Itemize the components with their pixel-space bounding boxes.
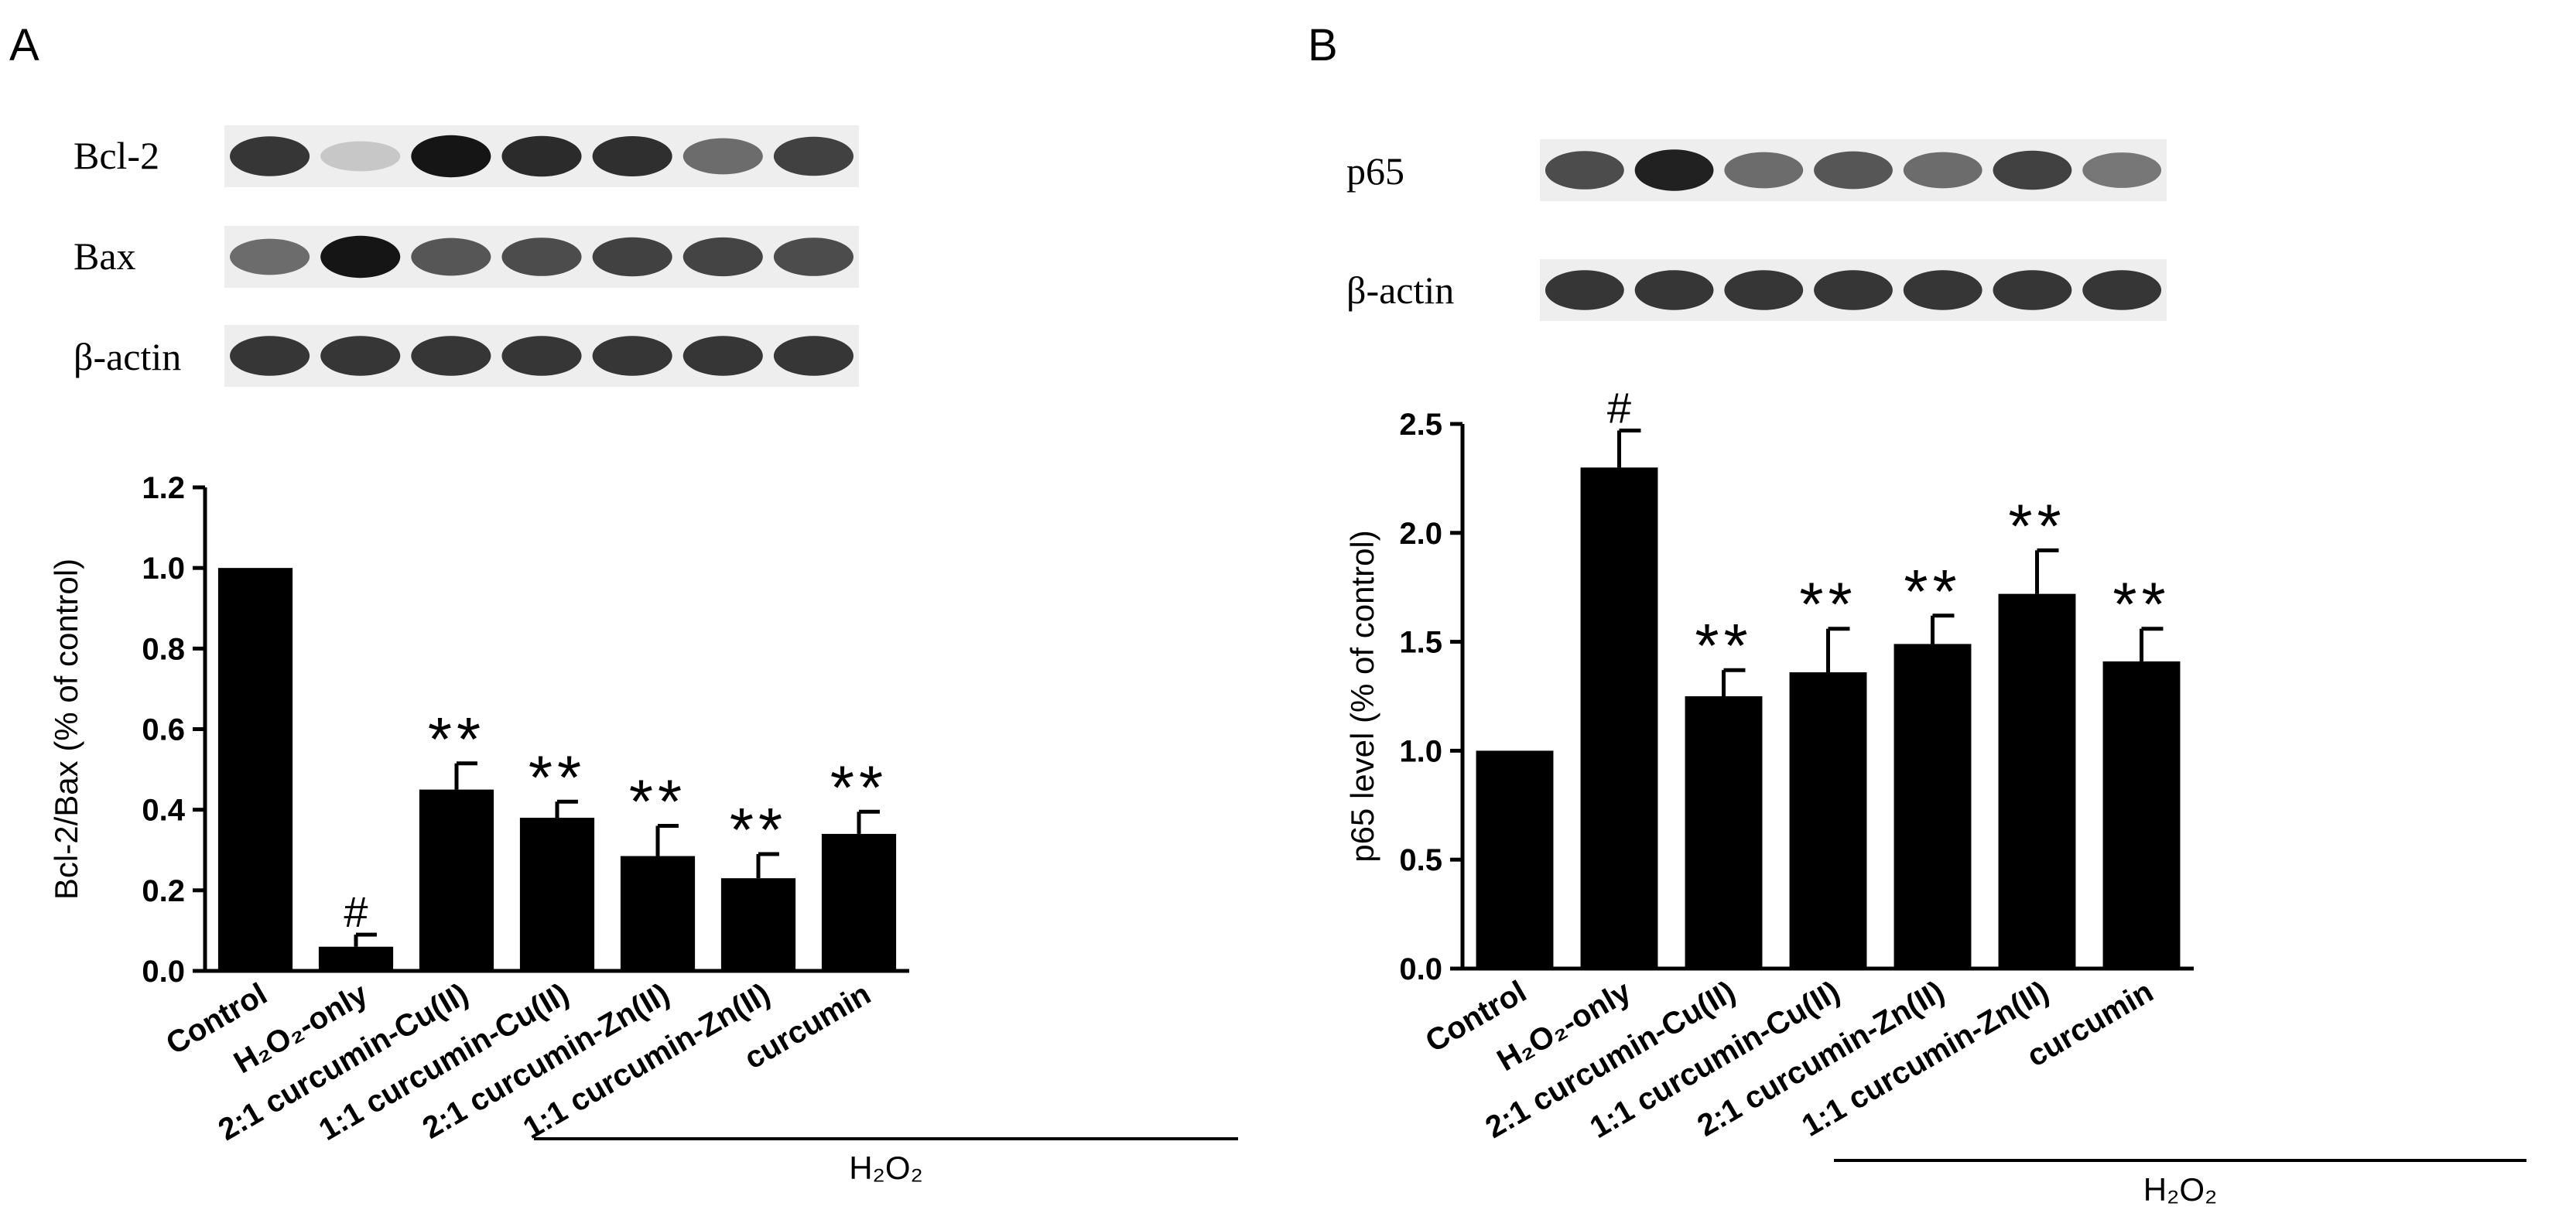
- blot-band: [501, 238, 582, 276]
- western-blots-b: [1540, 139, 2167, 321]
- blot-band: [1903, 270, 1982, 310]
- y-tick-label: 2.0: [1399, 517, 1442, 551]
- panel-letter-b: B: [1308, 20, 1338, 70]
- bar: [1476, 750, 1554, 969]
- treatment-bracket-label: H₂O₂: [2143, 1171, 2218, 1208]
- y-tick-label: 1.5: [1399, 626, 1442, 660]
- y-tick-label: 0.2: [142, 874, 185, 908]
- y-tick-label: 0.0: [1399, 952, 1442, 986]
- bar: [821, 833, 897, 971]
- panel-letter-a: A: [9, 20, 39, 70]
- blot-band: [773, 136, 854, 176]
- bar: [720, 878, 796, 971]
- bar: [1685, 696, 1763, 969]
- blot-band: [1814, 151, 1893, 190]
- y-tick-label: 0.6: [142, 713, 185, 747]
- bar-chart-a: 0.0 0.2 0.4 0.6 0.8 1.0 1.2 Bcl-2/Bax (% of con…: [48, 471, 1238, 1186]
- blot-band: [320, 141, 401, 172]
- bar: [1998, 593, 2076, 969]
- western-blots-a: [224, 125, 859, 387]
- blot-band: [773, 238, 854, 276]
- blot-band: [1993, 150, 2072, 190]
- y-tick-label: 0.0: [142, 955, 185, 989]
- blot-band: [773, 336, 854, 376]
- bar-chart-b: 0.0 0.5 1.0 1.5 2.0 2.5 p65 level (% of contro…: [1344, 383, 2526, 1208]
- blot-band: [2082, 152, 2162, 188]
- significance-stars: **: [2008, 491, 2065, 560]
- y-tick-label: 1.2: [142, 471, 185, 505]
- blot-label-actin-b: β-actin: [1346, 268, 1454, 312]
- bar: [1894, 644, 1972, 969]
- blot-band: [1634, 149, 1714, 191]
- blot-label-actin-a: β-actin: [74, 335, 181, 378]
- blot-label-p65: p65: [1346, 149, 1404, 193]
- blot-band: [1993, 270, 2072, 310]
- blot-band: [2082, 270, 2162, 310]
- y-axis-label: Bcl-2/Bax (% of control): [48, 559, 84, 900]
- blot-band: [1903, 152, 1982, 189]
- bar: [1789, 672, 1867, 969]
- blot-band: [501, 336, 582, 376]
- blot-band: [682, 138, 763, 175]
- significance-hash: #: [1607, 383, 1631, 432]
- bar: [419, 789, 494, 971]
- blot-band: [230, 336, 310, 376]
- blot-band: [501, 135, 582, 177]
- blot-band: [682, 237, 763, 277]
- significance-stars: **: [730, 795, 787, 864]
- y-tick-label: 0.4: [142, 794, 185, 828]
- blot-band: [1545, 270, 1624, 310]
- blot-band: [1724, 152, 1804, 189]
- blot-band: [592, 336, 672, 376]
- blot-band: [592, 237, 672, 277]
- blot-band: [230, 238, 310, 275]
- treatment-bracket-label: H₂O₂: [849, 1150, 923, 1186]
- blot-band: [230, 136, 310, 176]
- blot-band: [411, 336, 491, 376]
- y-tick-label: 2.5: [1399, 408, 1442, 442]
- blot-band: [320, 235, 401, 279]
- blot-band: [1634, 270, 1714, 310]
- bar: [2102, 661, 2181, 969]
- bar: [217, 568, 293, 971]
- blot-band: [1545, 151, 1624, 190]
- bar: [1580, 467, 1658, 969]
- bar: [318, 946, 394, 971]
- significance-stars: **: [529, 743, 586, 812]
- significance-stars: **: [428, 705, 485, 774]
- significance-stars: **: [2112, 570, 2170, 639]
- significance-stars: **: [830, 753, 888, 822]
- significance-hash: #: [344, 887, 368, 936]
- blot-band: [1814, 270, 1893, 310]
- bar: [519, 818, 595, 971]
- blot-band: [411, 238, 491, 276]
- y-tick-label: 0.5: [1399, 843, 1442, 877]
- blot-band: [411, 135, 491, 178]
- blot-label-bax: Bax: [74, 234, 136, 278]
- y-tick-label: 1.0: [142, 552, 185, 586]
- bar: [620, 856, 696, 971]
- blot-band: [320, 336, 401, 376]
- blot-label-bcl2: Bcl-2: [74, 134, 159, 177]
- y-tick-label: 0.8: [142, 632, 185, 666]
- significance-stars: **: [1904, 557, 1961, 626]
- significance-stars: **: [1799, 570, 1856, 639]
- blot-band: [1724, 270, 1804, 310]
- blot-band: [682, 336, 763, 376]
- significance-stars: **: [629, 767, 686, 836]
- blot-band: [592, 135, 672, 177]
- y-tick-label: 1.0: [1399, 734, 1442, 768]
- y-axis-label: p65 level (% of control): [1344, 530, 1380, 863]
- significance-stars: **: [1695, 611, 1752, 680]
